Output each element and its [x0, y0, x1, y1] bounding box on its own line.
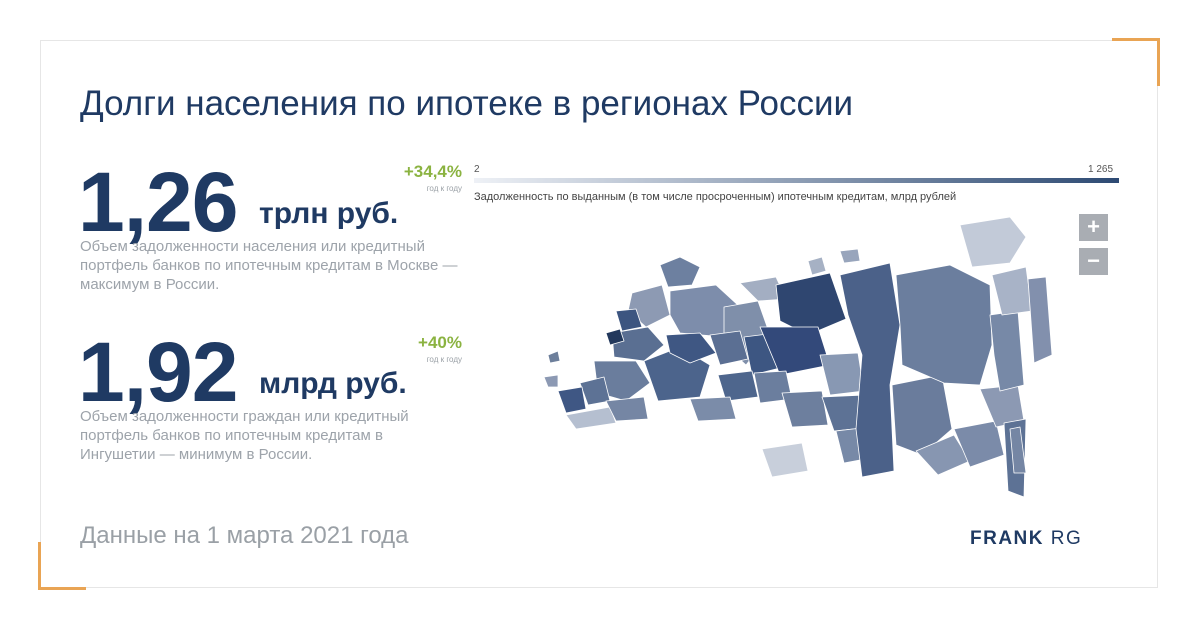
brand-logo-part2: RG: [1050, 528, 1083, 549]
legend-caption: Задолженность по выданным (в том числе п…: [474, 191, 957, 203]
region-caucasus: [565, 406, 617, 430]
region-krasnoyarsk: [839, 262, 901, 478]
region-leningrad: [615, 308, 643, 332]
brand-logo: FRANK RG: [970, 528, 1082, 550]
stat1-description: Объем задолженности населения или кредит…: [80, 238, 458, 293]
region-kaliningrad: [547, 350, 561, 364]
brand-logo-part1: FRANK: [970, 528, 1044, 549]
stat2-value: 1,92: [78, 325, 238, 419]
region-perm: [709, 330, 749, 366]
region-altai: [761, 442, 809, 478]
zoom-out-button[interactable]: −: [1079, 248, 1108, 275]
stat1-value: 1,26: [78, 155, 238, 249]
legend-color-scale: [474, 178, 1119, 183]
region-chukotka: [959, 216, 1027, 268]
legend-max-label: 1 265: [1088, 164, 1114, 175]
region-taimyr-islands: [839, 248, 861, 264]
region-crimea: [543, 374, 559, 388]
zoom-in-button[interactable]: +: [1079, 214, 1108, 241]
region-omsk: [781, 390, 829, 428]
region-chelyabinsk: [717, 370, 759, 402]
region-yakutia: [895, 264, 993, 386]
russia-choropleth-map[interactable]: [540, 215, 1060, 505]
stat2-unit: млрд руб.: [259, 367, 407, 400]
legend-min-label: 2: [474, 164, 480, 175]
region-yamal: [775, 272, 847, 336]
region-central-north: [611, 326, 665, 362]
region-zabaikalye: [953, 420, 1005, 468]
corner-decoration-top-right: [1112, 38, 1160, 86]
stat1-growth: +34,4%: [403, 162, 462, 181]
stat1-growth-label: год к году: [426, 184, 462, 193]
region-tatarstan: [665, 332, 717, 364]
stat2-growth: +40%: [418, 333, 462, 352]
infographic-card: [40, 40, 1158, 588]
region-murmansk: [659, 256, 701, 288]
region-krasnodar: [557, 386, 587, 414]
region-volgograd: [605, 396, 649, 422]
region-kamchatka: [1027, 276, 1053, 364]
region-novaya-zemlya: [807, 256, 827, 276]
region-khabarovsk: [989, 310, 1025, 392]
region-orenburg: [689, 396, 737, 422]
region-sakhalin: [1009, 426, 1027, 474]
stat2-description: Объем задолженности граждан или кредитны…: [80, 408, 409, 463]
stat1-unit: трлн руб.: [259, 197, 399, 230]
data-date-footnote: Данные на 1 марта 2021 года: [80, 522, 409, 549]
page-title: Долги населения по ипотеке в регионах Ро…: [80, 84, 854, 123]
stat2-growth-label: год к году: [426, 355, 462, 364]
region-magadan: [991, 266, 1033, 316]
corner-decoration-bottom-left: [38, 542, 86, 590]
region-tomsk: [819, 352, 865, 396]
region-moscow: [605, 328, 625, 346]
